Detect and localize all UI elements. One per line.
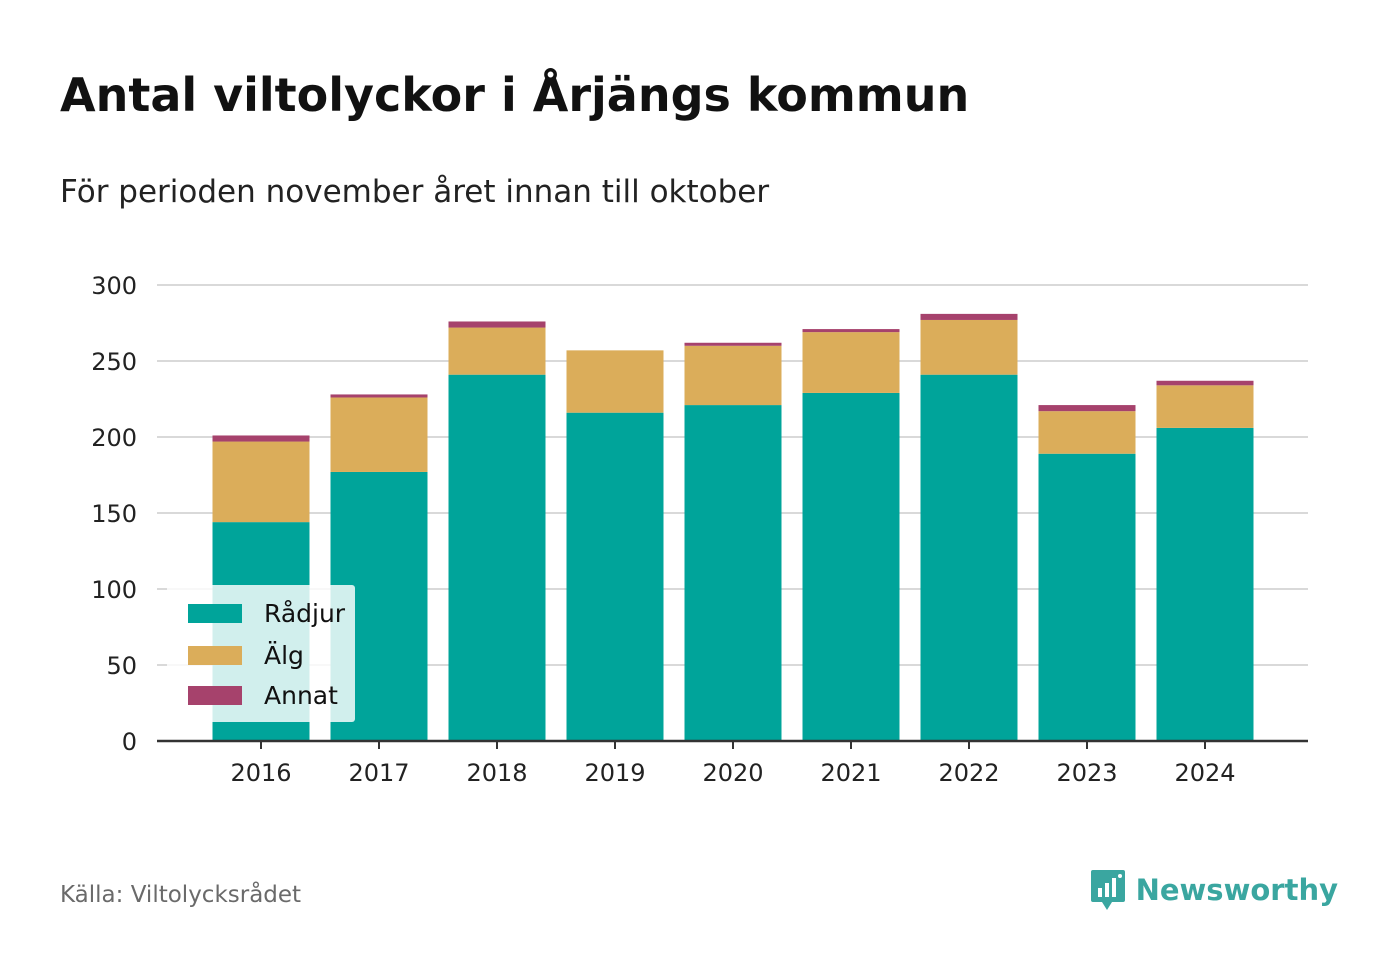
y-tick-label: 200 (91, 424, 137, 452)
bar-2023-älg (1038, 411, 1136, 454)
x-tick-label: 2017 (348, 759, 409, 787)
x-tick-label: 2020 (702, 759, 763, 787)
bar-2016-annat (212, 435, 310, 442)
bar-2020-rådjur (684, 405, 782, 741)
y-tick-label: 150 (91, 500, 137, 528)
brand-name: Newsworthy (1135, 873, 1338, 907)
x-tick-label: 2024 (1174, 759, 1235, 787)
chart-title: Antal viltolyckor i Årjängs kommun (60, 68, 970, 122)
legend-label: Älg (264, 641, 304, 670)
bar-2018-älg (448, 327, 546, 375)
brand-logo[interactable]: Newsworthy (1090, 868, 1338, 912)
y-tick-label: 50 (106, 652, 137, 680)
x-tick-label: 2018 (466, 759, 527, 787)
source-note: Källa: Viltolycksrådet (60, 882, 302, 908)
bars (212, 313, 1254, 741)
bar-2021-annat (802, 329, 900, 333)
bar-2022-annat (920, 313, 1018, 320)
y-tick-label: 300 (91, 272, 137, 300)
bar-2017-annat (330, 394, 428, 398)
legend-item-radjur: Rådjur (188, 599, 345, 628)
bar-2024-annat (1156, 380, 1254, 386)
bar-2016-älg (212, 441, 310, 523)
legend-swatch (188, 604, 242, 623)
bar-2023-annat (1038, 405, 1136, 412)
bar-2021-rådjur (802, 392, 900, 741)
chart-subtitle: För perioden november året innan till ok… (60, 174, 770, 210)
bar-2024-rådjur (1156, 427, 1254, 741)
x-tick-label: 2022 (938, 759, 999, 787)
y-tick-label: 100 (91, 576, 137, 604)
legend-item-annat: Annat (188, 681, 338, 710)
x-tick-label: 2019 (584, 759, 645, 787)
bar-2019-älg (566, 350, 664, 413)
y-tick-label: 250 (91, 348, 137, 376)
legend: Rådjur Älg Annat (167, 585, 355, 722)
bar-2022-älg (920, 319, 1018, 375)
bar-2018-rådjur (448, 374, 546, 741)
bar-2019-rådjur (566, 412, 664, 741)
x-tick-label: 2016 (230, 759, 291, 787)
bar-2020-älg (684, 345, 782, 406)
y-axis-ticks: 0 50 100 150 200 250 300 (91, 272, 137, 756)
bar-2023-rådjur (1038, 453, 1136, 741)
x-tick-label: 2021 (820, 759, 881, 787)
legend-item-alg: Älg (188, 641, 304, 670)
bar-2017-älg (330, 397, 428, 472)
legend-swatch (188, 686, 242, 705)
legend-label: Rådjur (264, 599, 346, 628)
newsworthy-logo-icon (1090, 870, 1125, 910)
bar-2020-annat (684, 342, 782, 346)
legend-swatch (188, 646, 242, 665)
y-tick-label: 0 (122, 728, 137, 756)
bar-2018-annat (448, 321, 546, 328)
bar-2022-rådjur (920, 374, 1018, 741)
x-axis-ticks: 2016 2017 2018 2019 2020 2021 2022 2023 2024 (230, 741, 1236, 787)
x-tick-label: 2023 (1056, 759, 1117, 787)
bar-2024-älg (1156, 385, 1254, 428)
legend-label: Annat (264, 681, 338, 710)
bar-2021-älg (802, 332, 900, 393)
